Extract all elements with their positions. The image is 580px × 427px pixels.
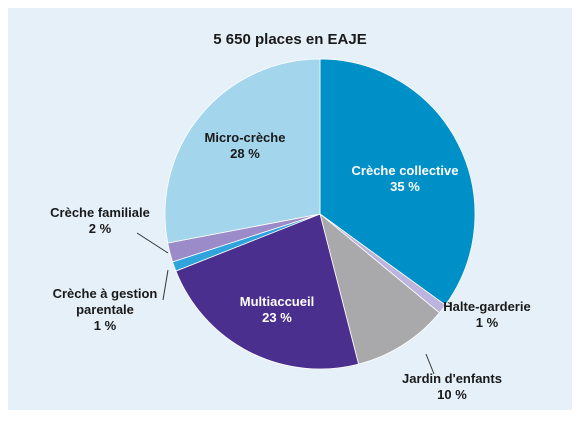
slice-label: Halte-garderie 1 % [432, 299, 542, 331]
value-label: 1 % [475, 315, 499, 330]
value-label: 1 % [93, 318, 117, 333]
slice-label: Jardin d'enfants 10 % [392, 371, 512, 403]
pie-slice [319, 212, 440, 365]
category-label: Crèche familiale [50, 205, 150, 220]
category-label: Halte-garderie [443, 299, 531, 314]
pie [164, 58, 476, 370]
category-label: Jardin d'enfants [402, 371, 502, 386]
category-label: Crèche collective [351, 163, 459, 178]
leader-line [136, 232, 169, 254]
pie-slice [164, 58, 321, 244]
slice-label: Crèche familiale 2 % [35, 205, 165, 237]
slice-label: Crèche à gestion parentale 1 % [48, 286, 163, 334]
category-label: Multiaccueil [239, 294, 315, 309]
slice-label: Micro-crèche 28 % [190, 130, 300, 162]
value-label: 2 % [88, 221, 112, 236]
chart-title: 5 650 places en EAJE [213, 31, 367, 48]
value-label: 28 % [230, 146, 260, 161]
leader-line [162, 269, 169, 301]
category-label: Crèche à gestion parentale [52, 286, 158, 317]
leader-line [425, 353, 435, 375]
slice-label: Multiaccueil 23 % [217, 294, 337, 326]
category-label: Micro-crèche [204, 130, 286, 145]
value-label: 10 % [437, 387, 467, 402]
value-label: 35 % [390, 179, 420, 194]
value-label: 23 % [262, 310, 292, 325]
pie-slice [175, 213, 360, 370]
pie-slice [319, 58, 476, 306]
slice-label: Crèche collective 35 % [330, 163, 480, 195]
